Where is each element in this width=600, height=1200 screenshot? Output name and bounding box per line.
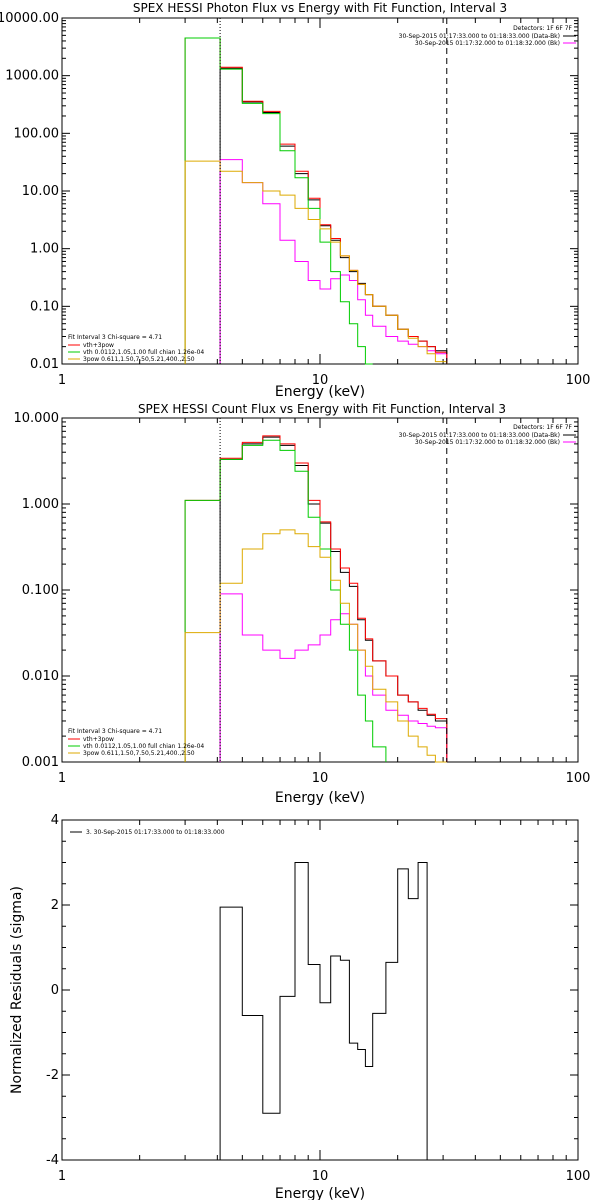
count-legend-vth: vth 0.0112,1.05,1.00 full chian 1.26e-04 <box>83 743 204 750</box>
residuals-ytick-label: -2 <box>46 1068 59 1083</box>
count-bk-interval-label: 30-Sep-2015 01:17:32.000 to 01:18:32.000… <box>415 439 560 446</box>
count-x-axis: 1 10 100 <box>58 418 591 786</box>
photon-plot-frame <box>61 17 579 365</box>
count-xtick-label: 1 <box>58 771 66 786</box>
photon-series-layer <box>184 37 448 365</box>
residuals-x-axis-title: Energy (keV) <box>275 1186 365 1200</box>
photon-ytick-label: 10.00 <box>22 184 59 199</box>
photon-y-axis: 0.01 0.10 1.00 10.00 100.00 1000.00 10000.00 <box>0 11 578 372</box>
count-flux-title: SPEX HESSI Count Flux vs Energy with Fit… <box>138 402 506 416</box>
count-series-2 <box>184 435 448 762</box>
photon-header-right: Detectors: 1F 6F 7F 30-Sep-2015 01:17:33… <box>399 25 576 47</box>
photon-ytick-label: 0.01 <box>30 357 59 372</box>
count-ytick-label: 0.001 <box>22 755 59 770</box>
residuals-ytick-label: 4 <box>51 813 59 828</box>
photon-series-2 <box>184 37 448 364</box>
residuals-legend-label: 3. 30-Sep-2015 01:17:33.000 to 01:18:33.… <box>86 829 225 836</box>
residuals-series-0 <box>219 862 428 1160</box>
photon-vlines <box>219 18 448 364</box>
count-series-0 <box>219 436 448 762</box>
residuals-ytick-label: -4 <box>46 1153 59 1168</box>
count-detectors-label: Detectors: 1F 6F 7F <box>513 424 572 431</box>
residuals-legend: 3. 30-Sep-2015 01:17:33.000 to 01:18:33.… <box>70 829 225 836</box>
count-series-4 <box>184 529 447 763</box>
count-series-1 <box>219 593 448 762</box>
count-vlines <box>219 418 448 762</box>
count-ytick-label: 0.010 <box>22 669 59 684</box>
count-header-right: Detectors: 1F 6F 7F 30-Sep-2015 01:17:33… <box>399 424 576 446</box>
count-ytick-label: 1.000 <box>22 497 59 512</box>
photon-xtick-label: 100 <box>566 373 591 388</box>
photon-series-0 <box>219 67 448 364</box>
residuals-y-axis-title: Normalized Residuals (sigma) <box>9 886 25 1094</box>
residuals-ytick-label: 2 <box>51 898 59 913</box>
residuals-xtick-label: 100 <box>566 1169 591 1184</box>
count-x-axis-title: Energy (keV) <box>275 790 365 806</box>
photon-ytick-label: 10000.00 <box>0 11 59 26</box>
photon-xtick-label: 1 <box>58 373 66 388</box>
count-series-3 <box>184 439 387 762</box>
photon-x-axis: 1 10 100 <box>58 18 591 388</box>
count-ytick-label: 0.100 <box>22 583 59 598</box>
count-fit-legend: Fit Interval 3 Chi-square = 4.71 vth+3po… <box>68 728 204 757</box>
count-xtick-label: 100 <box>566 771 591 786</box>
residuals-panel: -4 -2 0 2 4 1 10 100 3. 30-Sep-2015 01:17:33.0… <box>9 813 590 1200</box>
count-series-layer <box>184 435 448 763</box>
count-flux-panel: SPEX HESSI Count Flux vs Energy with Fit… <box>14 402 591 806</box>
photon-flux-title: SPEX HESSI Photon Flux vs Energy with Fi… <box>133 1 507 15</box>
residuals-series-layer <box>219 862 428 1160</box>
count-fit-legend-title: Fit Interval 3 Chi-square = 4.71 <box>68 728 162 735</box>
photon-legend-total: vth+3pow <box>83 342 114 349</box>
residuals-x-axis: 1 10 100 <box>58 820 591 1184</box>
photon-xtick-label: 10 <box>312 373 329 388</box>
photon-series-4 <box>184 160 448 364</box>
photon-ytick-label: 1000.00 <box>5 69 59 84</box>
photon-flux-panel: SPEX HESSI Photon Flux vs Energy with Fi… <box>0 1 590 400</box>
residuals-xtick-label: 1 <box>58 1169 66 1184</box>
count-legend-3pow: 3pow 0.611,1.50,7.50,5.21,400.,2.50 <box>83 750 195 757</box>
photon-fit-legend-title: Fit Interval 3 Chi-square = 4.71 <box>68 334 162 341</box>
residuals-y-axis: -4 -2 0 2 4 <box>46 813 578 1168</box>
photon-ytick-label: 100.00 <box>14 126 60 141</box>
photon-legend-vth: vth 0.0112,1.05,1.00 full chian 1.26e-04 <box>83 349 204 356</box>
count-xtick-label: 10 <box>312 771 329 786</box>
photon-data-interval-label: 30-Sep-2015 01:17:33.000 to 01:18:33.000… <box>399 33 560 40</box>
photon-legend-3pow: 3pow 0.611,1.50,7.50,5.21,400.,2.50 <box>83 356 195 363</box>
photon-ytick-label: 1.00 <box>30 242 59 257</box>
count-plot-frame <box>61 417 579 763</box>
photon-fit-legend: Fit Interval 3 Chi-square = 4.71 vth+3po… <box>68 334 204 363</box>
photon-series-1 <box>219 159 448 364</box>
photon-detectors-label: Detectors: 1F 6F 7F <box>513 25 572 32</box>
residuals-ytick-label: 0 <box>51 983 59 998</box>
photon-series-3 <box>184 37 373 365</box>
count-y-axis: 0.001 0.010 0.100 1.000 10.000 <box>14 411 578 770</box>
photon-bk-interval-label: 30-Sep-2015 01:17:32.000 to 01:18:32.000… <box>415 40 560 47</box>
count-data-interval-label: 30-Sep-2015 01:17:33.000 to 01:18:33.000… <box>399 432 560 439</box>
photon-ytick-label: 0.10 <box>30 299 59 314</box>
count-ytick-label: 10.000 <box>14 411 60 426</box>
photon-x-axis-title: Energy (keV) <box>275 384 365 400</box>
count-legend-total: vth+3pow <box>83 736 114 743</box>
residuals-xtick-label: 10 <box>312 1169 329 1184</box>
